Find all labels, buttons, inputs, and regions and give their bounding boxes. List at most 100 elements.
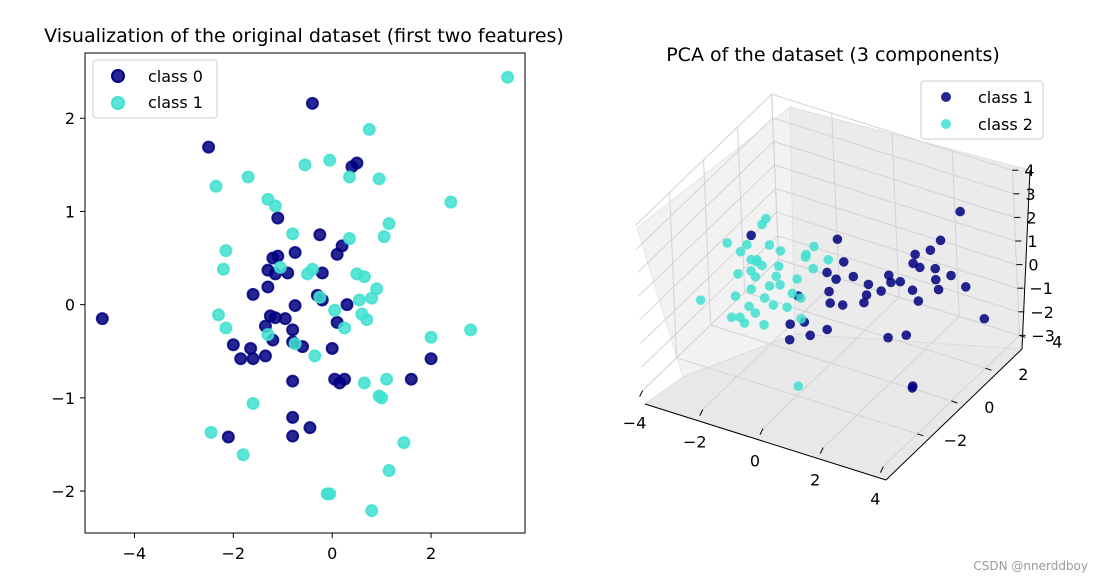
chart-title: Visualization of the original dataset (f… (44, 25, 564, 47)
data-point-class-1 (907, 285, 918, 296)
data-point-class-1 (209, 179, 223, 193)
data-point-class-1 (848, 271, 859, 282)
data-point-class-0 (286, 323, 300, 337)
data-point-class-1 (216, 262, 230, 276)
legend-label-class-2: class 2 (978, 115, 1033, 134)
data-point-class-1 (907, 383, 918, 393)
data-point-class-1 (273, 260, 287, 274)
wall-grid-z (638, 164, 775, 297)
data-point-class-0 (271, 211, 285, 225)
data-point-class-1 (365, 291, 379, 305)
y-tick-label: −2 (51, 482, 75, 501)
data-point-class-1 (444, 195, 458, 209)
data-point-class-1 (288, 337, 302, 351)
x-tick-label: 4 (870, 490, 880, 509)
y-tick-label: −2 (944, 431, 968, 450)
data-point-class-1 (901, 330, 912, 340)
x-tick-label: −2 (683, 433, 707, 452)
scatter-points (695, 206, 990, 393)
z-tick-label: 3 (1025, 185, 1035, 204)
z-tick-label: 1 (1027, 232, 1037, 251)
wall-grid-y (737, 126, 746, 293)
data-point-class-2 (746, 266, 756, 276)
data-point-class-0 (246, 352, 260, 366)
x-tick-label: −2 (222, 544, 246, 563)
data-point-class-1 (935, 235, 946, 246)
data-point-class-1 (832, 234, 843, 245)
data-point-class-1 (861, 290, 872, 300)
data-point-class-1 (784, 334, 795, 345)
wall-grid-x (891, 132, 900, 298)
data-point-class-1 (372, 172, 386, 186)
data-point-class-1 (946, 270, 956, 281)
x-tick-mark (759, 428, 764, 435)
y-tick-mark (951, 400, 958, 404)
legend-label-class-0: class 0 (148, 67, 203, 86)
data-point-class-1 (305, 262, 319, 276)
wall-grid-z (635, 93, 772, 226)
data-point-class-1 (831, 274, 841, 284)
data-point-class-0 (288, 245, 302, 259)
data-point-class-2 (759, 293, 770, 303)
data-point-class-0 (338, 372, 352, 386)
data-point-class-1 (382, 464, 396, 478)
data-point-class-0 (226, 338, 240, 352)
data-point-class-1 (960, 282, 971, 292)
y-tick-label: 2 (65, 109, 75, 128)
data-point-class-1 (246, 396, 260, 410)
data-point-class-1 (930, 263, 941, 274)
data-point-class-2 (773, 261, 784, 272)
data-point-class-1 (910, 249, 920, 260)
z-tick-label: 0 (1028, 256, 1038, 275)
x-tick-mark (699, 409, 704, 416)
wall-grid-x (831, 113, 840, 279)
data-point-class-1 (883, 270, 894, 281)
data-point-class-1 (342, 170, 356, 184)
data-point-class-0 (271, 249, 285, 263)
data-point-class-0 (95, 312, 109, 326)
legend: class 1 class 2 (920, 80, 1044, 140)
z-tick-label: 2 (1026, 208, 1036, 227)
wall-grid-y (703, 159, 712, 326)
legend-marker-class-1 (111, 96, 125, 110)
data-point-class-1 (286, 227, 300, 241)
legend-marker-class-2 (941, 119, 951, 129)
data-point-class-1 (933, 284, 944, 295)
data-point-class-1 (338, 321, 352, 335)
data-point-class-2 (771, 271, 782, 282)
data-point-class-2 (752, 255, 762, 265)
data-point-class-0 (424, 352, 438, 366)
data-point-class-0 (330, 247, 344, 261)
data-point-class-1 (838, 257, 849, 267)
data-point-class-1 (219, 321, 233, 335)
data-point-class-0 (305, 96, 319, 110)
z-tick-label: −2 (1030, 303, 1054, 322)
data-point-class-2 (722, 238, 733, 248)
data-point-class-2 (750, 308, 761, 318)
data-point-class-1 (822, 324, 832, 335)
x-tick-mark (819, 447, 824, 454)
data-point-class-2 (823, 254, 834, 265)
legend-marker-class-0 (111, 69, 125, 83)
data-point-class-1 (298, 158, 312, 172)
data-point-class-1 (323, 153, 337, 167)
data-point-class-2 (730, 291, 741, 301)
legend-label-class-1: class 1 (148, 93, 203, 112)
wall-grid-x (1011, 170, 1020, 336)
data-point-class-0 (221, 430, 235, 444)
z-tick-label: 4 (1024, 161, 1034, 180)
data-point-class-1 (915, 262, 925, 273)
data-point-class-1 (352, 293, 366, 307)
data-point-class-1 (825, 298, 835, 308)
data-point-class-0 (325, 341, 339, 355)
data-point-class-1 (863, 279, 874, 290)
plot-area (84, 52, 526, 534)
legend-marker-class-1 (941, 92, 951, 102)
data-point-class-2 (746, 284, 757, 295)
data-point-class-1 (342, 231, 356, 245)
data-point-class-1 (328, 303, 342, 317)
data-point-class-1 (895, 276, 906, 287)
data-point-class-0 (278, 312, 292, 326)
